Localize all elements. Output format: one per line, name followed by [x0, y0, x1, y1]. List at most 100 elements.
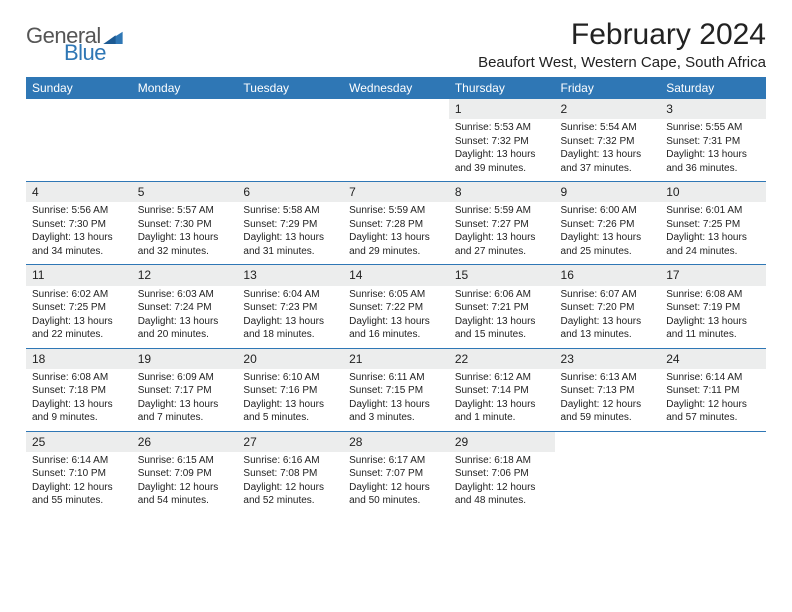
- day-number: 18: [26, 349, 132, 369]
- calendar-week-row: 4Sunrise: 5:56 AMSunset: 7:30 PMDaylight…: [26, 182, 766, 265]
- sunrise-text: Sunrise: 5:56 AM: [32, 204, 126, 218]
- daylight-text: Daylight: 13 hours and 13 minutes.: [561, 315, 655, 342]
- daylight-text: Daylight: 12 hours and 54 minutes.: [138, 481, 232, 508]
- sunset-text: Sunset: 7:14 PM: [455, 384, 549, 398]
- sunrise-text: Sunrise: 6:00 AM: [561, 204, 655, 218]
- calendar-day-cell: 23Sunrise: 6:13 AMSunset: 7:13 PMDayligh…: [555, 348, 661, 431]
- sunset-text: Sunset: 7:09 PM: [138, 467, 232, 481]
- calendar-week-row: 18Sunrise: 6:08 AMSunset: 7:18 PMDayligh…: [26, 348, 766, 431]
- sunrise-text: Sunrise: 6:09 AM: [138, 371, 232, 385]
- sunrise-text: Sunrise: 6:18 AM: [455, 454, 549, 468]
- sunrise-text: Sunrise: 6:12 AM: [455, 371, 549, 385]
- day-number: 19: [132, 349, 238, 369]
- sunrise-text: Sunrise: 6:14 AM: [666, 371, 760, 385]
- sunset-text: Sunset: 7:18 PM: [32, 384, 126, 398]
- calendar-day-cell: 29Sunrise: 6:18 AMSunset: 7:06 PMDayligh…: [449, 431, 555, 514]
- day-number: 3: [660, 99, 766, 119]
- sunset-text: Sunset: 7:15 PM: [349, 384, 443, 398]
- day-number: 6: [237, 182, 343, 202]
- day-number: 17: [660, 265, 766, 285]
- day-body: Sunrise: 5:57 AMSunset: 7:30 PMDaylight:…: [132, 202, 238, 264]
- day-number: 14: [343, 265, 449, 285]
- sunset-text: Sunset: 7:29 PM: [243, 218, 337, 232]
- day-body: Sunrise: 6:15 AMSunset: 7:09 PMDaylight:…: [132, 452, 238, 514]
- day-number: 4: [26, 182, 132, 202]
- sunset-text: Sunset: 7:32 PM: [561, 135, 655, 149]
- sunset-text: Sunset: 7:30 PM: [138, 218, 232, 232]
- sunrise-text: Sunrise: 6:04 AM: [243, 288, 337, 302]
- sunrise-text: Sunrise: 6:02 AM: [32, 288, 126, 302]
- weekday-header: Tuesday: [237, 77, 343, 99]
- logo: GeneralBlue: [26, 26, 123, 64]
- calendar-day-cell: [26, 99, 132, 182]
- calendar-day-cell: 6Sunrise: 5:58 AMSunset: 7:29 PMDaylight…: [237, 182, 343, 265]
- sunset-text: Sunset: 7:26 PM: [561, 218, 655, 232]
- daylight-text: Daylight: 13 hours and 37 minutes.: [561, 148, 655, 175]
- sunset-text: Sunset: 7:07 PM: [349, 467, 443, 481]
- daylight-text: Daylight: 13 hours and 20 minutes.: [138, 315, 232, 342]
- calendar-day-cell: 4 Sunrise: 5:56 AMSunset: 7:30 PMDaylight…: [26, 182, 132, 265]
- calendar-day-cell: 22Sunrise: 6:12 AMSunset: 7:14 PMDayligh…: [449, 348, 555, 431]
- calendar-day-cell: 26Sunrise: 6:15 AMSunset: 7:09 PMDayligh…: [132, 431, 238, 514]
- day-body: Sunrise: 6:10 AMSunset: 7:16 PMDaylight:…: [237, 369, 343, 431]
- daylight-text: Daylight: 13 hours and 5 minutes.: [243, 398, 337, 425]
- sunrise-text: Sunrise: 5:54 AM: [561, 121, 655, 135]
- calendar-day-cell: 10Sunrise: 6:01 AMSunset: 7:25 PMDayligh…: [660, 182, 766, 265]
- calendar-day-cell: 14 Sunrise: 6:05 AMSunset: 7:22 PMDayligh…: [343, 265, 449, 348]
- day-body: Sunrise: 6:14 AMSunset: 7:10 PMDaylight:…: [26, 452, 132, 514]
- sunrise-text: Sunrise: 6:16 AM: [243, 454, 337, 468]
- calendar-day-cell: 1Sunrise: 5:53 AMSunset: 7:32 PMDaylight…: [449, 99, 555, 182]
- day-number: 29: [449, 432, 555, 452]
- calendar-week-row: 25Sunrise: 6:14 AMSunset: 7:10 PMDayligh…: [26, 431, 766, 514]
- daylight-text: Daylight: 12 hours and 59 minutes.: [561, 398, 655, 425]
- location: Beaufort West, Western Cape, South Afric…: [478, 54, 766, 71]
- sunrise-text: Sunrise: 5:53 AM: [455, 121, 549, 135]
- weekday-header: Friday: [555, 77, 661, 99]
- daylight-text: Daylight: 13 hours and 9 minutes.: [32, 398, 126, 425]
- daylight-text: Daylight: 13 hours and 7 minutes.: [138, 398, 232, 425]
- calendar-day-cell: 3Sunrise: 5:55 AMSunset: 7:31 PMDaylight…: [660, 99, 766, 182]
- day-body: Sunrise: 6:12 AMSunset: 7:14 PMDaylight:…: [449, 369, 555, 431]
- calendar-day-cell: 12Sunrise: 6:03 AMSunset: 7:24 PMDayligh…: [132, 265, 238, 348]
- daylight-text: Daylight: 13 hours and 1 minute.: [455, 398, 549, 425]
- sunrise-text: Sunrise: 6:13 AM: [561, 371, 655, 385]
- weekday-header: Thursday: [449, 77, 555, 99]
- day-number: 20: [237, 349, 343, 369]
- calendar-day-cell: 9Sunrise: 6:00 AMSunset: 7:26 PMDaylight…: [555, 182, 661, 265]
- sunset-text: Sunset: 7:28 PM: [349, 218, 443, 232]
- day-body: Sunrise: 6:06 AMSunset: 7:21 PMDaylight:…: [449, 286, 555, 348]
- daylight-text: Daylight: 13 hours and 34 minutes.: [32, 231, 126, 258]
- daylight-text: Daylight: 13 hours and 16 minutes.: [349, 315, 443, 342]
- sunset-text: Sunset: 7:27 PM: [455, 218, 549, 232]
- calendar-day-cell: 17Sunrise: 6:08 AMSunset: 7:19 PMDayligh…: [660, 265, 766, 348]
- daylight-text: Daylight: 12 hours and 52 minutes.: [243, 481, 337, 508]
- sunrise-text: Sunrise: 6:05 AM: [349, 288, 443, 302]
- daylight-text: Daylight: 12 hours and 48 minutes.: [455, 481, 549, 508]
- daylight-text: Daylight: 12 hours and 55 minutes.: [32, 481, 126, 508]
- calendar-day-cell: 15Sunrise: 6:06 AMSunset: 7:21 PMDayligh…: [449, 265, 555, 348]
- calendar-day-cell: 13Sunrise: 6:04 AMSunset: 7:23 PMDayligh…: [237, 265, 343, 348]
- day-body: Sunrise: 6:18 AMSunset: 7:06 PMDaylight:…: [449, 452, 555, 514]
- day-body: Sunrise: 5:59 AMSunset: 7:27 PMDaylight:…: [449, 202, 555, 264]
- sunrise-text: Sunrise: 6:03 AM: [138, 288, 232, 302]
- day-number: 23: [555, 349, 661, 369]
- sunrise-text: Sunrise: 6:10 AM: [243, 371, 337, 385]
- daylight-text: Daylight: 13 hours and 39 minutes.: [455, 148, 549, 175]
- calendar-day-cell: 24Sunrise: 6:14 AMSunset: 7:11 PMDayligh…: [660, 348, 766, 431]
- calendar-day-cell: 28Sunrise: 6:17 AMSunset: 7:07 PMDayligh…: [343, 431, 449, 514]
- day-number: 15: [449, 265, 555, 285]
- day-body: Sunrise: 6:03 AMSunset: 7:24 PMDaylight:…: [132, 286, 238, 348]
- sunset-text: Sunset: 7:30 PM: [32, 218, 126, 232]
- sunset-text: Sunset: 7:10 PM: [32, 467, 126, 481]
- day-number: 21: [343, 349, 449, 369]
- calendar-day-cell: 27Sunrise: 6:16 AMSunset: 7:08 PMDayligh…: [237, 431, 343, 514]
- day-number: 24: [660, 349, 766, 369]
- day-body: Sunrise: 5:55 AMSunset: 7:31 PMDaylight:…: [660, 119, 766, 181]
- sunrise-text: Sunrise: 5:57 AM: [138, 204, 232, 218]
- sunrise-text: Sunrise: 6:14 AM: [32, 454, 126, 468]
- sunset-text: Sunset: 7:06 PM: [455, 467, 549, 481]
- day-body: Sunrise: 6:07 AMSunset: 7:20 PMDaylight:…: [555, 286, 661, 348]
- day-body: Sunrise: 5:54 AMSunset: 7:32 PMDaylight:…: [555, 119, 661, 181]
- sunset-text: Sunset: 7:22 PM: [349, 301, 443, 315]
- daylight-text: Daylight: 13 hours and 15 minutes.: [455, 315, 549, 342]
